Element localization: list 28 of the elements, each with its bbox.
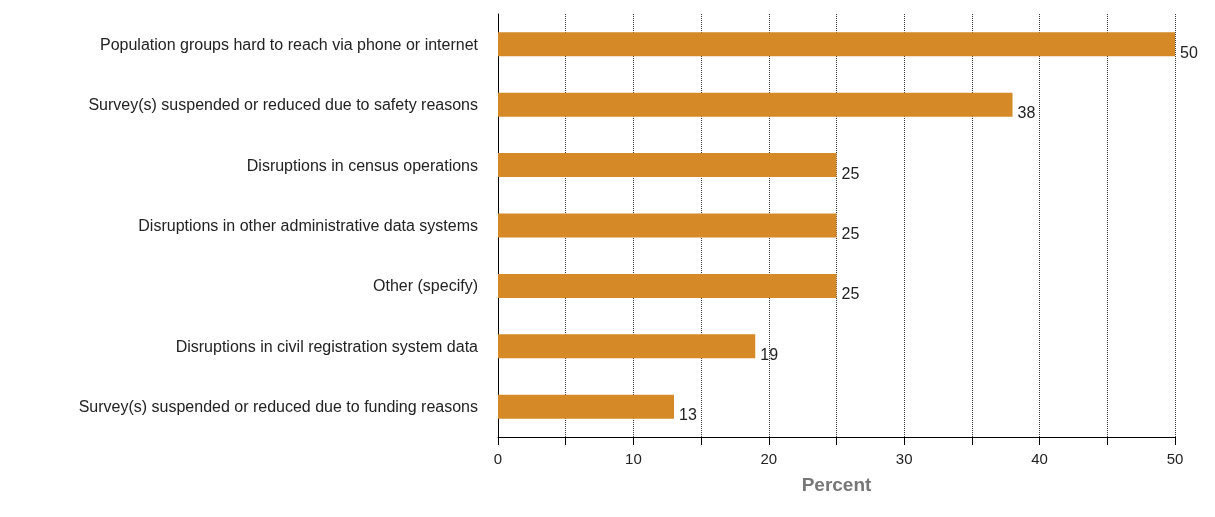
y-tick-label: Disruptions in civil registration system data	[175, 337, 479, 355]
data-label: 19	[760, 345, 779, 363]
bar	[498, 153, 837, 178]
x-tick-label: 10	[625, 450, 642, 467]
bar	[498, 273, 837, 298]
data-label: 50	[1180, 43, 1198, 61]
data-label: 25	[841, 225, 860, 242]
y-tick-label: Other (specify)	[373, 277, 478, 295]
x-tick-label: 20	[760, 450, 778, 467]
y-tick-label: Survey(s) suspended or reduced due to safety reasons	[88, 96, 478, 114]
x-tick-label: 40	[1031, 450, 1048, 467]
x-axis-title: Percent	[801, 474, 873, 495]
bar	[498, 394, 675, 419]
data-label: 25	[841, 285, 860, 303]
data-label: 13	[679, 406, 697, 424]
data-label: 38	[1017, 104, 1036, 122]
bar	[498, 32, 1175, 57]
y-tick-label: Population groups hard to reach via phone or internet	[99, 35, 479, 53]
x-tick-label: 0	[493, 450, 503, 467]
bar	[498, 92, 1013, 117]
bar	[498, 213, 837, 238]
data-label: 25	[841, 164, 860, 182]
x-tick-label: 30	[895, 450, 913, 467]
bar	[498, 334, 756, 359]
y-tick-label: Survey(s) suspended or reduced due to funding reasons	[78, 398, 478, 416]
y-tick-label: Disruptions in other administrative data systems	[138, 217, 478, 234]
y-tick-label: Disruptions in census operations	[246, 156, 478, 174]
x-tick-label: 50	[1166, 450, 1184, 467]
